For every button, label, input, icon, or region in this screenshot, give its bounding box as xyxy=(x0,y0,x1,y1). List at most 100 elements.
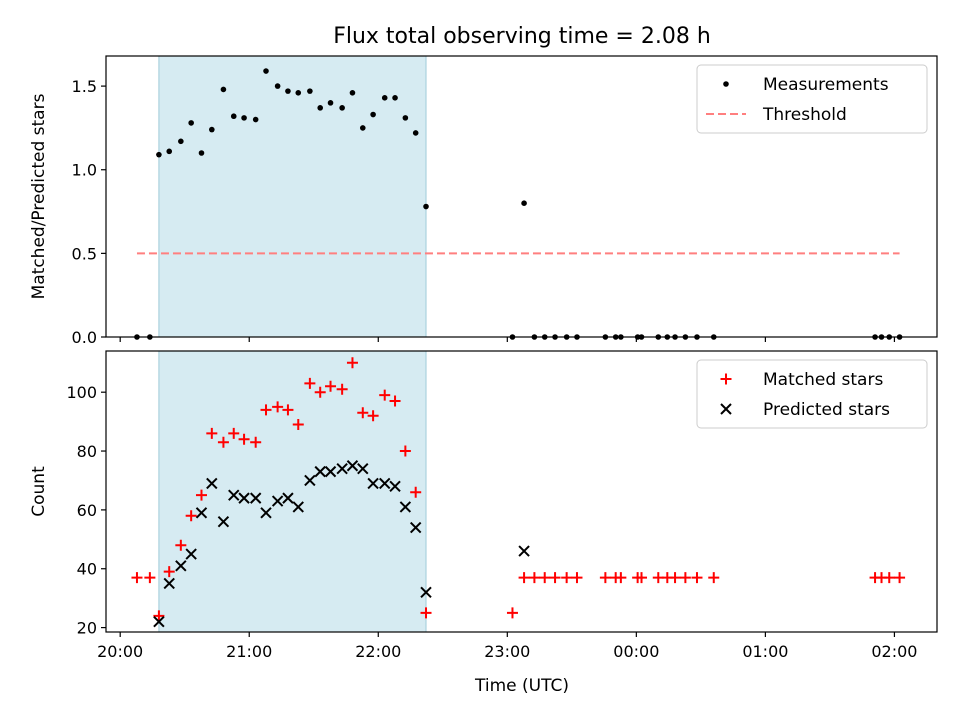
data-point xyxy=(420,607,432,619)
data-point xyxy=(249,492,262,504)
data-point xyxy=(346,460,359,472)
y-tick-label: 80 xyxy=(77,442,97,461)
data-point xyxy=(669,572,681,584)
y-tick-label: 20 xyxy=(77,619,97,638)
data-point xyxy=(389,395,401,407)
data-point xyxy=(195,489,207,501)
data-point xyxy=(367,477,379,490)
data-point xyxy=(317,105,324,111)
data-point xyxy=(336,462,348,475)
data-point xyxy=(561,572,573,584)
legend-item-predicted-stars: Predicted stars xyxy=(720,400,890,420)
data-point xyxy=(367,410,379,422)
data-point xyxy=(206,477,218,490)
data-point xyxy=(185,510,197,522)
legend-label: Matched stars xyxy=(763,370,883,390)
data-point xyxy=(175,539,187,551)
legend-box xyxy=(696,359,928,429)
data-point xyxy=(708,572,720,584)
data-point xyxy=(549,572,561,584)
data-point xyxy=(528,572,540,584)
legend-item-matched-stars: Matched stars xyxy=(720,370,883,390)
data-point xyxy=(260,507,272,519)
y-axis-label: Matched/Predicted stars xyxy=(29,93,49,299)
data-point xyxy=(238,492,250,504)
legend-swatch xyxy=(720,373,732,385)
x-tick-label: 00:00 xyxy=(613,642,659,661)
data-point xyxy=(336,383,348,395)
data-point xyxy=(271,495,284,507)
data-point xyxy=(314,386,326,398)
data-point xyxy=(144,572,156,584)
data-point xyxy=(894,572,906,584)
data-point xyxy=(307,88,313,94)
x-tick-label: 01:00 xyxy=(742,642,788,661)
legend-swatch xyxy=(723,81,729,87)
x-tick-label: 23:00 xyxy=(484,642,530,661)
data-point xyxy=(282,492,294,504)
data-point xyxy=(314,465,326,478)
data-point xyxy=(420,586,432,598)
data-point xyxy=(370,111,376,118)
data-point xyxy=(521,200,527,206)
data-point xyxy=(230,113,237,120)
data-point xyxy=(241,115,247,121)
axes-frame xyxy=(105,350,938,633)
data-point xyxy=(506,607,518,619)
data-point xyxy=(274,83,281,89)
data-point xyxy=(178,138,184,145)
y-tick-label: 1.0 xyxy=(72,161,97,180)
data-point xyxy=(518,545,530,557)
data-point xyxy=(263,68,269,74)
data-point xyxy=(282,404,294,416)
panel-counts: 20 40 60 80 100 20:00 21:00 22:00 23:00 00:00 01:0… xyxy=(29,350,938,661)
data-point xyxy=(518,572,530,584)
y-tick-label: 0.0 xyxy=(72,328,97,347)
data-point xyxy=(295,89,302,96)
data-point xyxy=(399,445,411,457)
data-point xyxy=(379,389,391,401)
y-tick-label: 40 xyxy=(77,560,97,579)
data-point xyxy=(399,501,412,513)
data-point xyxy=(349,89,356,96)
legend-label: Predicted stars xyxy=(763,400,890,420)
data-point xyxy=(228,427,240,439)
data-point xyxy=(339,105,345,111)
data-point xyxy=(539,572,551,584)
data-point xyxy=(324,465,337,478)
y-tick-label: 0.5 xyxy=(72,244,97,263)
data-point xyxy=(185,548,197,560)
data-point xyxy=(357,407,369,419)
data-point xyxy=(260,404,272,416)
x-tick-label: 02:00 xyxy=(871,642,917,661)
y-axis-label: Count xyxy=(29,466,49,517)
chart-title: Flux total observing time = 2.08 h xyxy=(333,24,711,49)
data-point xyxy=(206,427,218,439)
legend: Measurements Threshold xyxy=(696,64,928,134)
data-point xyxy=(304,474,316,487)
data-point xyxy=(389,480,401,493)
data-point xyxy=(153,615,165,628)
legend-item-measurements: Measurements xyxy=(723,75,889,95)
x-tick-label: 20:00 xyxy=(97,642,143,661)
data-point xyxy=(292,419,304,431)
data-point xyxy=(381,95,388,101)
data-point xyxy=(285,88,291,94)
data-point xyxy=(188,120,194,126)
data-point xyxy=(272,401,284,413)
data-point xyxy=(304,377,316,389)
data-point xyxy=(412,130,419,136)
observing-span xyxy=(158,55,427,338)
data-point xyxy=(217,515,230,528)
legend-label: Measurements xyxy=(763,75,889,95)
data-point xyxy=(571,572,583,584)
data-point xyxy=(198,150,205,156)
observing-span xyxy=(158,350,427,633)
data-point xyxy=(195,507,208,519)
legend-item-threshold: Threshold xyxy=(706,105,847,125)
data-point xyxy=(883,572,895,584)
data-point xyxy=(209,126,215,133)
data-point xyxy=(325,380,337,392)
data-point xyxy=(163,577,175,590)
x-tick-label: 21:00 xyxy=(226,642,272,661)
